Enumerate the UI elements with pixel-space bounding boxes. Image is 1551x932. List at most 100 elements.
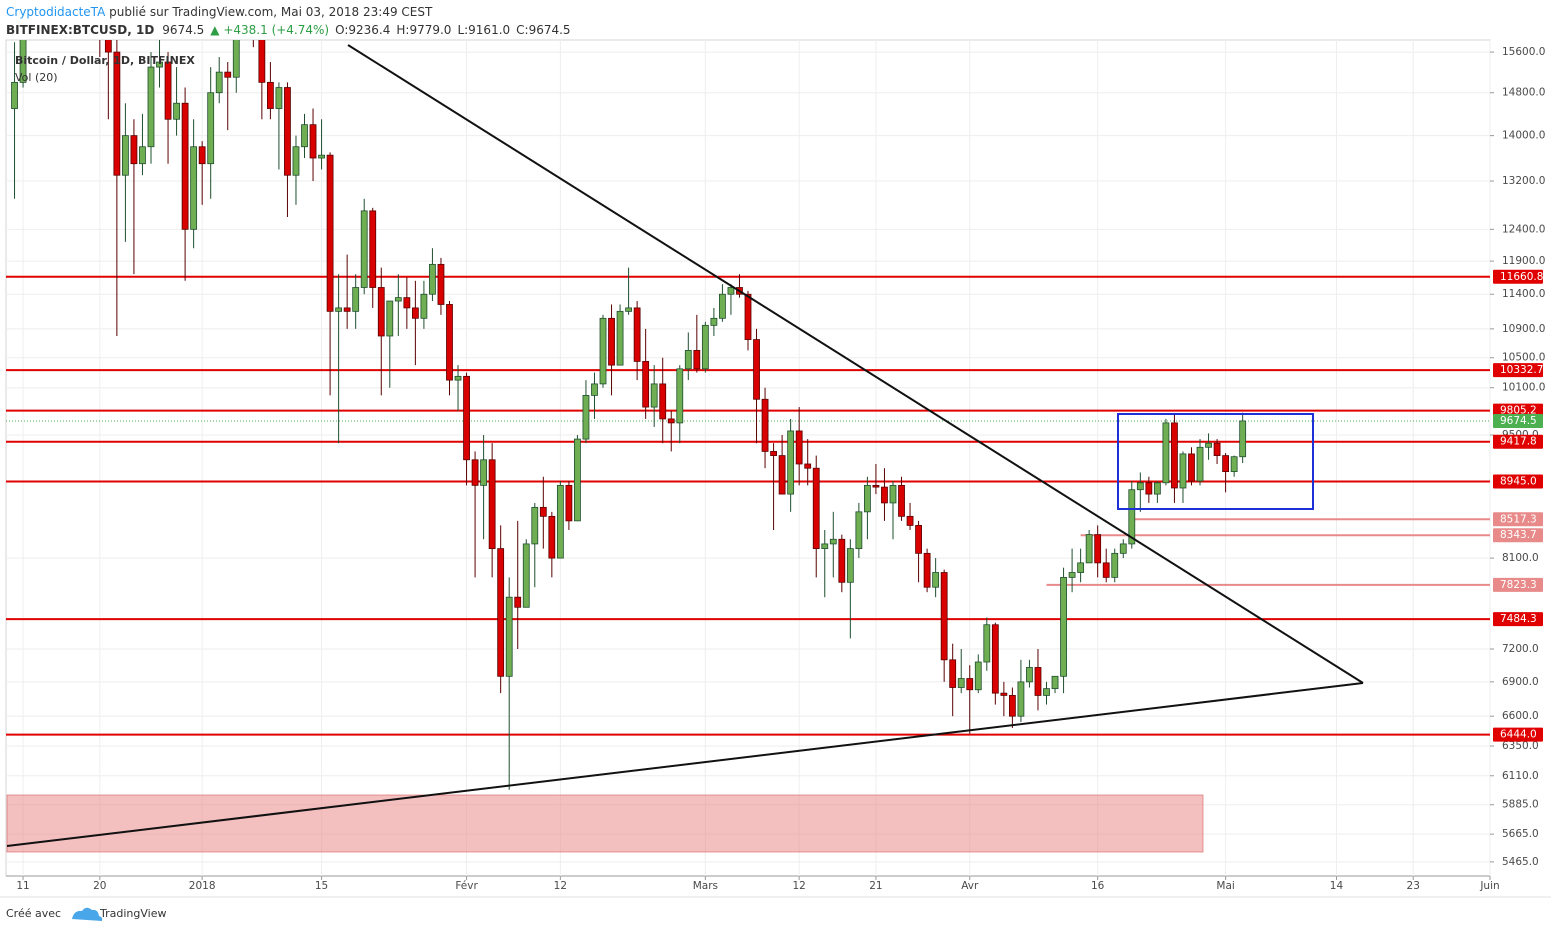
y-tick-label: 15600.0 [1502, 46, 1545, 58]
candle-body [940, 572, 948, 661]
author[interactable]: CryptodidacteTA [6, 5, 106, 19]
candle-body [659, 383, 667, 420]
candle-body [147, 66, 155, 148]
x-tick-label: 12 [554, 880, 567, 892]
level-tag [1493, 269, 1543, 284]
open: O:9236.4 [335, 23, 390, 37]
candle-body [130, 135, 138, 165]
level-label: 9417.8 [1500, 436, 1537, 448]
candle-body [633, 307, 641, 362]
level-label: 8945.0 [1500, 475, 1537, 487]
candle-body [1119, 543, 1127, 554]
candle-body [1179, 453, 1187, 489]
y-tick-label: 8100.0 [1502, 552, 1539, 564]
candle-body [556, 484, 564, 559]
candle-body [906, 515, 914, 526]
candle-body [19, 40, 27, 83]
candle-body [864, 484, 871, 513]
candle-body [1188, 453, 1195, 482]
candle-body [215, 71, 223, 94]
candle-body [471, 459, 479, 486]
last: 9674.5 [162, 23, 204, 37]
level-label: 7484.3 [1500, 613, 1537, 625]
candle-body [1128, 489, 1136, 545]
axes: 15600.0 14800.0 14000.0 13200.0 12400.0 11900… [16, 46, 1545, 892]
candle-body [343, 307, 351, 312]
candle-body [198, 146, 206, 165]
y-tick-label: 5465.0 [1502, 856, 1539, 868]
level-label: 7823.3 [1500, 579, 1537, 591]
level-label: 9805.2 [1500, 405, 1537, 417]
candle-body [599, 317, 607, 385]
candle-body [642, 361, 650, 408]
y-tick-label: 11900.0 [1502, 255, 1545, 267]
candle-body [463, 375, 470, 461]
candle-body [531, 506, 539, 545]
candle-body [488, 459, 496, 550]
candle-body [446, 304, 453, 381]
candle-body [1034, 667, 1042, 696]
candle-body [761, 398, 769, 452]
low: L:9161.0 [457, 23, 510, 37]
candle-body [224, 71, 232, 78]
x-tick-label: 21 [869, 880, 882, 892]
y-tick-label: 11400.0 [1502, 288, 1545, 300]
candle-body [727, 287, 735, 295]
legend-indicator: Vol (20) [15, 71, 58, 84]
candle-body [164, 61, 172, 120]
candle-body [846, 548, 854, 583]
candle-body [1060, 576, 1067, 677]
candles [11, 40, 1247, 790]
y-tick-label: 6110.0 [1502, 770, 1539, 782]
candle-body [684, 350, 692, 370]
trendline-lower [6, 682, 1364, 847]
candle-body [1094, 534, 1102, 564]
x-tick-label: 23 [1407, 880, 1420, 892]
y-tick-label: 10900.0 [1502, 323, 1545, 335]
level-label: 8517.3 [1500, 513, 1537, 525]
candle-body [284, 87, 291, 176]
y-tick-label: 5885.0 [1502, 799, 1539, 811]
candle-body [266, 81, 274, 109]
y-tick-label: 6350.0 [1502, 740, 1539, 752]
candle-body [437, 263, 445, 305]
last-price-label: 9674.5 [1500, 415, 1537, 427]
candle-body [778, 455, 786, 495]
level-tag [1493, 528, 1543, 543]
candle-body [744, 293, 752, 340]
last-price-tag [1493, 413, 1543, 428]
x-tick-label: 12 [792, 880, 805, 892]
candle-body [360, 210, 368, 288]
candle-body [301, 124, 308, 148]
tv-logo[interactable] [72, 907, 103, 921]
x-tick-label: Févr [455, 880, 478, 892]
candle-body [326, 154, 334, 312]
candle-body [1230, 456, 1238, 473]
level-tag [1493, 612, 1543, 627]
candle-body [480, 459, 488, 486]
candle-body [429, 263, 436, 295]
y-tick-label: 5665.0 [1502, 828, 1539, 840]
candle-body [957, 678, 965, 688]
change: ▲ +438.1 (+4.74%) [210, 23, 329, 37]
candle-body [565, 484, 573, 522]
candle-body [753, 339, 760, 400]
x-tick-label: 15 [315, 880, 328, 892]
candle-body [113, 51, 121, 176]
level-label: 11660.8 [1500, 271, 1543, 283]
header-line: CryptodidacteTA publié sur TradingView.c… [6, 5, 433, 19]
candle-body [701, 324, 709, 370]
footer-brand[interactable]: TradingView [99, 907, 166, 920]
candle-body [292, 146, 300, 176]
candle-body [505, 596, 513, 677]
y-tick-label: 14000.0 [1502, 130, 1545, 142]
candle-body [693, 350, 701, 370]
footer-text: Créé avec [6, 907, 61, 920]
candle-body [923, 552, 931, 588]
y-tick-label: 10500.0 [1502, 352, 1545, 364]
volume-zone [6, 794, 1204, 853]
candle-body [1145, 482, 1153, 495]
x-tick-label: Avr [961, 880, 979, 892]
